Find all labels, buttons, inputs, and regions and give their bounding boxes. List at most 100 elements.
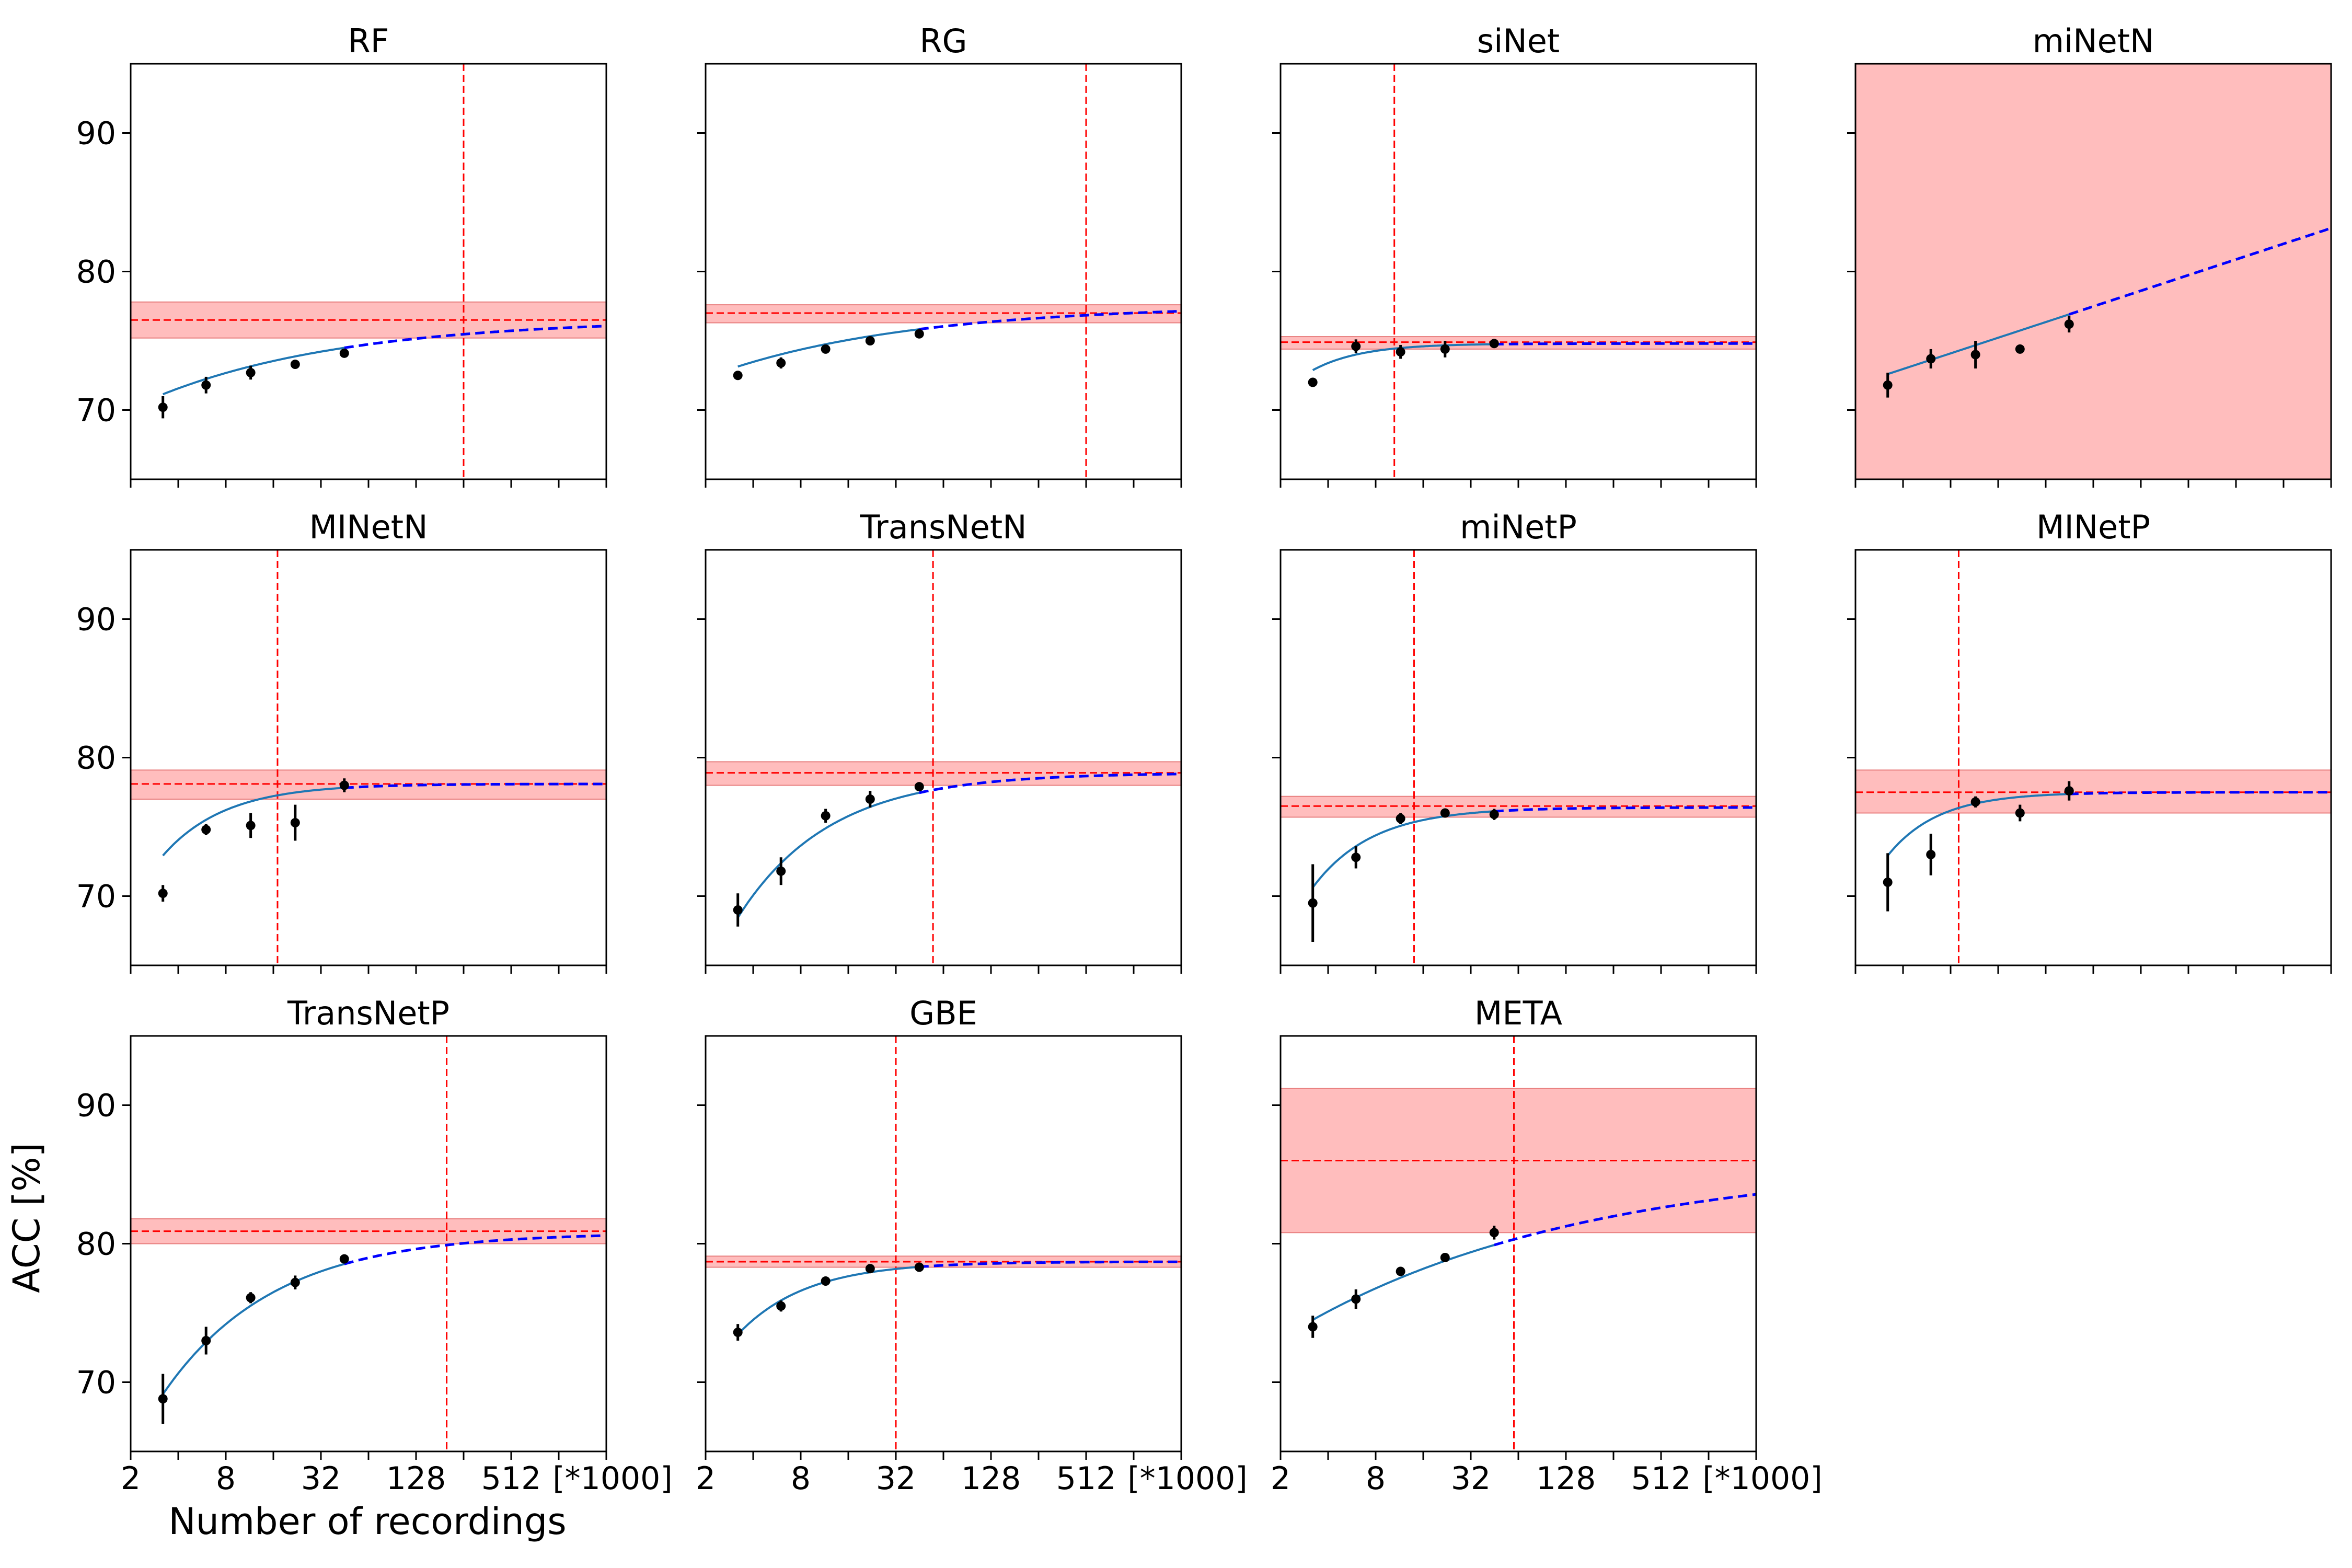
data-point: [201, 825, 211, 835]
data-point: [1489, 1228, 1499, 1238]
data-point: [290, 818, 300, 828]
data-point: [1308, 898, 1318, 908]
subplot-TransNetP: TransNetP 70 80 90 2 8 32 128 512 [*1000]: [76, 994, 673, 1497]
x-tick-label: 32: [876, 1460, 916, 1497]
data-point: [158, 402, 168, 412]
subplot-title: GBE: [909, 994, 977, 1032]
extrapolated-curve: [919, 773, 1181, 794]
y-axis-label: ACC [%]: [5, 1143, 48, 1293]
y-tick-label: 70: [76, 1365, 116, 1401]
plot-area: [131, 550, 606, 965]
subplot-title: miNetP: [1460, 508, 1577, 546]
x-tick-label: 8: [1366, 1460, 1386, 1497]
fit-curve: [162, 347, 345, 396]
plot-frame: [705, 63, 1182, 480]
subplot-META: META 2 8 32 128 512 [*1000]: [1271, 994, 1823, 1497]
extrapolated-curve: [344, 325, 606, 349]
y-tick-label: 80: [76, 1226, 116, 1263]
fit-curve: [737, 1265, 920, 1335]
data-point: [1396, 814, 1405, 824]
plot-area: [131, 1036, 606, 1451]
x-tick-label: 2: [121, 1460, 141, 1497]
y-tick-label: 90: [76, 1088, 116, 1124]
data-point: [776, 866, 786, 876]
subplot-miNetP: miNetP: [1272, 508, 1757, 974]
plot-frame: [130, 549, 607, 966]
data-point: [914, 782, 924, 792]
y-tick-label: 80: [76, 254, 116, 291]
plot-frame: [1279, 549, 1757, 966]
data-point: [2015, 808, 2025, 818]
data-point: [158, 1394, 168, 1404]
extrapolated-curve: [344, 1234, 606, 1265]
plot-frame: [705, 549, 1182, 966]
data-point: [290, 1277, 300, 1287]
subplot-GBE: GBE 2 8 32 128 512 [*1000]: [696, 994, 1248, 1497]
data-point: [914, 329, 924, 339]
data-point: [339, 348, 349, 358]
subplot-title: TransNetN: [859, 508, 1027, 546]
fit-curve: [162, 1263, 345, 1395]
x-unit-label: [*1000]: [552, 1460, 673, 1497]
data-point: [201, 380, 211, 390]
fit-curve: [1312, 343, 1494, 372]
data-point: [1970, 350, 1980, 360]
fit-curve: [737, 791, 920, 918]
data-point: [865, 794, 875, 804]
subplot-RG: RG: [697, 22, 1182, 488]
data-point: [1308, 1322, 1318, 1332]
y-tick-label: 70: [76, 393, 116, 429]
data-point: [1396, 347, 1405, 357]
subplot-grid: RF 70 80 90 RG siNet miNetN MINetN 70 80 90 TransNe…: [76, 22, 2332, 1497]
data-point: [246, 367, 256, 377]
x-tick-label: 512: [1056, 1460, 1116, 1497]
extrapolated-curve: [1494, 1193, 1756, 1247]
data-point: [821, 344, 831, 354]
plot-area: [1281, 1036, 1756, 1451]
x-tick-label: 128: [961, 1460, 1021, 1497]
data-point: [201, 1336, 211, 1345]
subplot-title: TransNetP: [287, 994, 449, 1032]
y-tick-label: 90: [76, 116, 116, 152]
subplot-title: META: [1474, 994, 1562, 1032]
extrapolated-curve: [2068, 227, 2331, 316]
plot-area: [706, 1036, 1181, 1451]
data-point: [1440, 344, 1450, 354]
plot-area: [1855, 550, 2331, 965]
data-point: [1489, 339, 1499, 349]
data-point: [1883, 380, 1893, 390]
x-tick-label: 512: [1631, 1460, 1691, 1497]
data-point: [1440, 808, 1450, 818]
data-point: [2015, 344, 2025, 354]
data-point: [1351, 341, 1361, 351]
data-point: [821, 1276, 831, 1286]
subplot-title: RF: [348, 22, 389, 60]
x-tick-label: 2: [696, 1460, 716, 1497]
fit-curve: [737, 328, 920, 368]
plot-frame: [705, 1035, 1182, 1452]
data-point: [339, 1254, 349, 1264]
fit-curve: [1887, 313, 2070, 375]
x-tick-label: 512: [481, 1460, 541, 1497]
data-point: [2064, 786, 2074, 796]
subplot-miNetN: miNetN: [1847, 22, 2332, 488]
data-point: [1883, 878, 1893, 887]
x-tick-label: 8: [791, 1460, 811, 1497]
x-tick-label: 2: [1271, 1460, 1290, 1497]
plot-area: [131, 64, 606, 479]
subplot-title: MINetN: [309, 508, 428, 546]
fit-curve: [1312, 810, 1494, 889]
subplot-siNet: siNet: [1272, 22, 1757, 488]
data-point: [776, 1301, 786, 1311]
plot-area: [706, 550, 1181, 965]
data-point: [2064, 319, 2074, 329]
plot-area: [1281, 550, 1756, 965]
data-point: [865, 1264, 875, 1274]
subplot-RF: RF 70 80 90: [76, 22, 607, 488]
data-point: [865, 336, 875, 345]
x-tick-label: 128: [386, 1460, 446, 1497]
plot-area: [1281, 64, 1756, 479]
data-point: [1440, 1253, 1450, 1262]
extrapolated-curve: [919, 309, 1181, 331]
x-unit-label: [*1000]: [1127, 1460, 1248, 1497]
